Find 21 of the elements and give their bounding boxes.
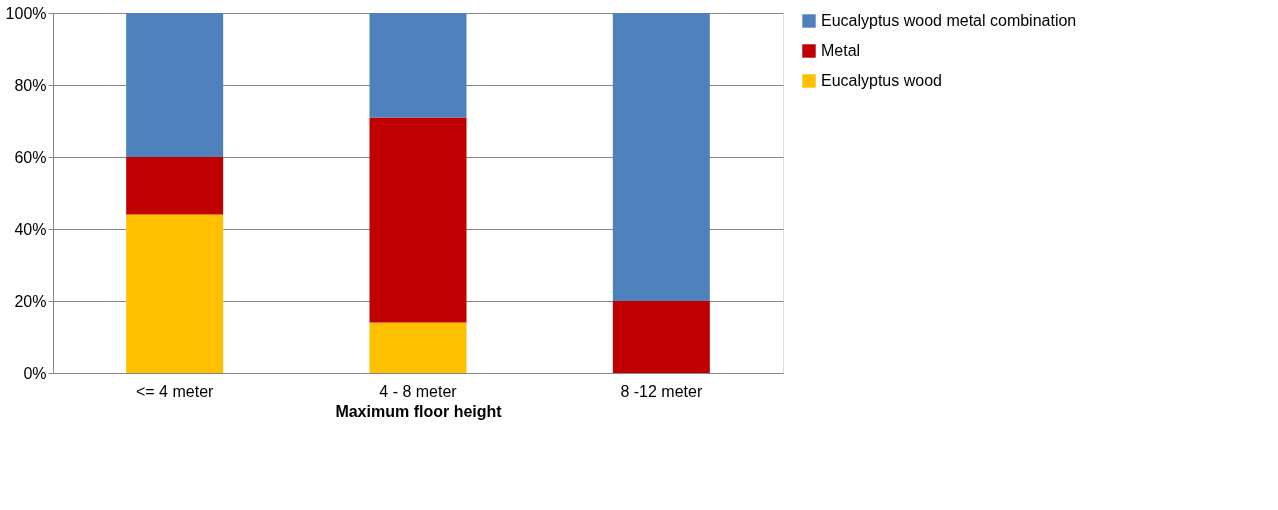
x-axis-title: Maximum floor height xyxy=(335,402,503,420)
y-tick-label: 80% xyxy=(14,76,47,94)
x-tick-label: 8 -12 meter xyxy=(620,382,703,400)
bar xyxy=(612,301,710,373)
bar xyxy=(612,13,710,301)
y-tick-label: 40% xyxy=(14,220,47,238)
bar xyxy=(369,13,467,118)
y-tick-label: 0% xyxy=(23,364,47,382)
bar xyxy=(126,214,224,373)
legend-label: Eucalyptus wood metal combination xyxy=(821,12,1077,29)
legend-label: Eucalyptus wood xyxy=(821,72,942,89)
bar xyxy=(369,117,467,323)
bar xyxy=(369,322,467,373)
bar xyxy=(126,157,224,215)
legend-label: Metal xyxy=(821,42,861,59)
bar xyxy=(126,13,224,157)
y-tick-label: 100% xyxy=(5,4,47,22)
x-tick-label: 4 - 8 meter xyxy=(379,382,458,400)
x-tick-label: <= 4 meter xyxy=(135,382,215,400)
y-tick-label: 60% xyxy=(14,148,47,166)
y-tick-label: 20% xyxy=(14,292,47,310)
